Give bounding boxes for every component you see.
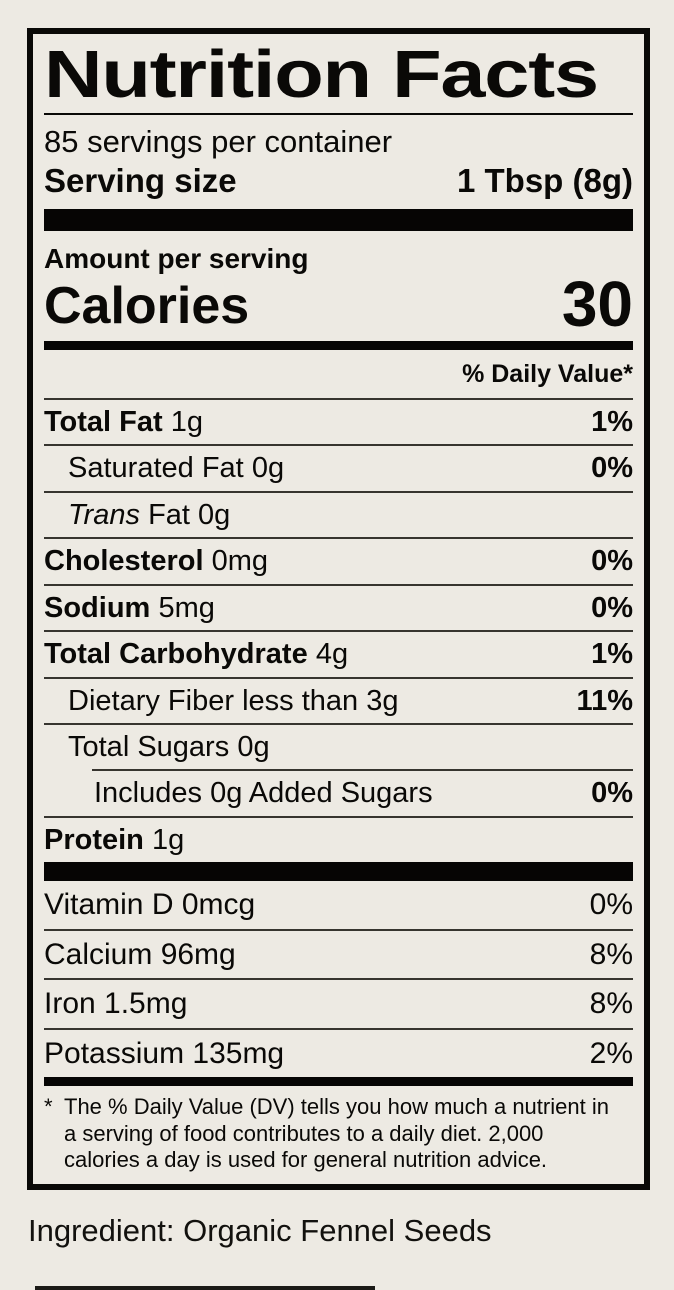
- micronutrient-row-calcium: Calcium 96mg 8%: [44, 928, 633, 979]
- nutrient-name: Total Fat: [44, 405, 163, 438]
- calories-label: Calories: [44, 276, 250, 335]
- micronutrient-dv: 2%: [589, 1036, 633, 1070]
- nutrient-name: Saturated Fat: [68, 452, 244, 485]
- nutrient-dv: 1%: [591, 405, 633, 438]
- micronutrient-label: Iron 1.5mg: [44, 987, 188, 1021]
- footnote-text: The % Daily Value (DV) tells you how muc…: [64, 1094, 609, 1173]
- nutrient-name: Protein: [44, 823, 144, 856]
- title-divider: [44, 112, 633, 115]
- serving-size-value: 1 Tbsp (8g): [456, 161, 633, 199]
- nutrient-dv: 0%: [591, 777, 633, 810]
- label-title: Nutrition Facts: [44, 37, 599, 112]
- amount-per-serving-label: Amount per serving: [44, 242, 309, 274]
- nutrient-name: Dietary Fiber: [68, 684, 234, 717]
- nutrient-amount: less than 3g: [242, 684, 399, 717]
- cropped-bar-bottom-edge: [35, 1286, 375, 1290]
- serving-size-label: Serving size: [44, 161, 237, 199]
- nutrient-row-cholesterol: Cholesterol 0mg 0%: [44, 537, 633, 583]
- daily-value-footnote: * The % Daily Value (DV) tells you how m…: [44, 1094, 633, 1173]
- section-divider-medium: [44, 1077, 633, 1087]
- nutrient-dv: 11%: [576, 684, 633, 717]
- micronutrient-row-iron: Iron 1.5mg 8%: [44, 978, 633, 1028]
- micronutrient-label: Calcium 96mg: [44, 937, 236, 971]
- nutrient-amount: Fat 0g: [148, 498, 231, 531]
- nutrient-name: Total Sugars: [68, 731, 230, 764]
- nutrient-row-dietary-fiber: Dietary Fiber less than 3g 11%: [44, 676, 633, 723]
- nutrient-amount: 0mg: [211, 545, 269, 578]
- nutrient-name: Includes 0g Added Sugars: [94, 777, 433, 810]
- micronutrient-label: Potassium 135mg: [44, 1036, 285, 1070]
- ingredient-line: Ingredient: Organic Fennel Seeds: [28, 1213, 492, 1248]
- footnote-asterisk: *: [44, 1094, 53, 1120]
- nutrient-amount: 1g: [152, 823, 185, 856]
- nutrient-row-sodium: Sodium 5mg 0%: [44, 583, 633, 630]
- nutrient-row-saturated-fat: Saturated Fat 0g 0%: [44, 444, 633, 490]
- micronutrient-row-vitamin-d: Vitamin D 0mcg 0%: [44, 881, 633, 929]
- section-divider-thick: [44, 862, 633, 882]
- micronutrient-dv: 8%: [589, 937, 633, 971]
- section-divider-thick: [44, 208, 633, 231]
- nutrient-dv: 0%: [591, 545, 633, 578]
- nutrient-dv: 0%: [591, 591, 633, 624]
- section-divider-medium: [44, 340, 633, 350]
- nutrient-name: Trans: [68, 498, 140, 531]
- micronutrient-dv: 8%: [589, 987, 633, 1021]
- calories-value: 30: [561, 267, 633, 340]
- micronutrient-label: Vitamin D 0mcg: [44, 888, 256, 922]
- nutrient-dv: 1%: [591, 638, 633, 671]
- serving-size-row: Serving size 1 Tbsp (8g): [44, 162, 633, 209]
- nutrition-facts-label: Nutrition Facts 85 servings per containe…: [27, 28, 650, 1190]
- nutrient-amount: 5mg: [158, 591, 215, 624]
- nutrient-row-total-carbohydrate: Total Carbohydrate 4g 1%: [44, 630, 633, 676]
- nutrient-name: Total Carbohydrate: [44, 638, 308, 671]
- daily-value-header: % Daily Value*: [462, 359, 633, 388]
- nutrient-dv: 0%: [591, 452, 633, 485]
- nutrient-amount: 4g: [315, 638, 349, 671]
- nutrient-row-total-fat: Total Fat 1g 1%: [44, 397, 633, 444]
- nutrient-row-added-sugars: Includes 0g Added Sugars 0%: [92, 769, 633, 815]
- nutrient-amount: 0g: [251, 452, 285, 485]
- nutrient-name: Sodium: [44, 591, 151, 624]
- nutrient-amount: 1g: [170, 405, 204, 438]
- servings-per-container: 85 servings per container: [44, 123, 393, 159]
- nutrient-name: Cholesterol: [44, 545, 204, 578]
- calories-row: Calories 30: [44, 267, 633, 341]
- nutrient-row-protein: Protein 1g: [44, 815, 633, 862]
- micronutrient-row-potassium: Potassium 135mg 2%: [44, 1027, 633, 1078]
- nutrient-row-trans-fat: Trans Fat 0g: [44, 490, 633, 537]
- nutrient-amount: 0g: [237, 731, 270, 764]
- micronutrient-dv: 0%: [589, 888, 633, 922]
- nutrient-row-total-sugars: Total Sugars 0g: [44, 723, 633, 769]
